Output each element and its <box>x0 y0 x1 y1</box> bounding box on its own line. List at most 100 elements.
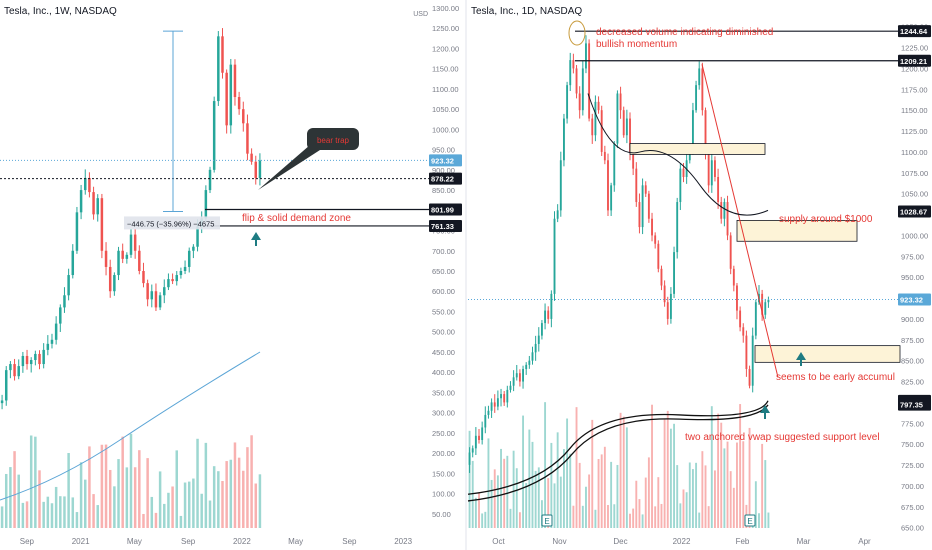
volume-bar <box>250 435 253 528</box>
volume-bar <box>603 446 606 528</box>
volume-bar <box>493 469 496 528</box>
volume-bar <box>660 503 663 528</box>
volume-bar <box>121 436 124 528</box>
time-tick-label: 2021 <box>72 537 90 546</box>
volume-bar <box>208 500 212 528</box>
candle-body <box>512 377 515 386</box>
bear-trap-label: bear trap <box>317 136 350 145</box>
candle-body <box>500 394 502 399</box>
candle-body <box>204 190 208 219</box>
weekly-chart-pane: Tesla, Inc., 1W, NASDAQ USD 50.00 100.00 1… <box>0 4 462 546</box>
price-badge-label: 923.32 <box>431 156 454 165</box>
candle-body <box>682 168 685 177</box>
supply-note: supply around $1000 <box>779 214 873 225</box>
time-tick-label: Sep <box>342 537 357 546</box>
volume-bar <box>167 492 170 528</box>
volume-bar <box>704 465 707 528</box>
volume-bar <box>537 467 540 528</box>
candle-body <box>17 366 20 377</box>
volume-bar <box>679 503 682 528</box>
volume-bar <box>594 509 597 528</box>
volume-bar <box>133 467 137 528</box>
volume-bar <box>490 479 493 528</box>
price-tick-label: 775.00 <box>901 419 924 428</box>
candle-body <box>575 68 578 94</box>
candle-body <box>50 339 54 344</box>
candle-body <box>651 218 653 236</box>
supply-zone <box>736 219 858 242</box>
candle-body <box>666 302 669 319</box>
candle-body <box>540 323 543 336</box>
volume-bar <box>142 513 145 528</box>
volume-bar <box>84 479 87 528</box>
price-badge-label: 801.99 <box>431 206 454 215</box>
moving-average-line <box>0 351 261 501</box>
candle-body <box>171 279 174 282</box>
price-badge-label: 1028.67 <box>900 207 927 216</box>
price-tick-label: 50.00 <box>432 510 451 519</box>
candle-body <box>739 310 742 328</box>
candle-body <box>569 60 572 86</box>
daily-price-axis: 650.00675.00700.00725.00750.00775.00800.… <box>898 23 931 533</box>
candle-body <box>108 266 112 292</box>
candle-body <box>192 246 195 251</box>
volume-bar <box>63 496 66 528</box>
weekly-axis-unit: USD <box>413 11 428 18</box>
candle-body <box>154 291 158 308</box>
anchored-vwap-line-1 <box>467 400 769 495</box>
volume-bar <box>673 423 675 528</box>
candle-body <box>167 279 170 288</box>
candle-body <box>509 385 512 390</box>
volume-bar <box>707 506 710 528</box>
price-tick-label: 1000.00 <box>432 125 459 134</box>
volume-bar <box>496 475 499 528</box>
volume-bar <box>254 483 258 528</box>
volume-bar <box>764 460 767 528</box>
volume-bar <box>75 512 79 528</box>
candle-body <box>212 101 216 170</box>
volume-bar <box>17 474 20 528</box>
candle-body <box>79 190 83 213</box>
volume-bar <box>487 438 490 528</box>
volume-bar <box>540 500 543 528</box>
time-tick-label: Dec <box>613 537 627 546</box>
volume-bar <box>187 481 191 528</box>
price-badge <box>429 219 462 232</box>
volume-bar <box>531 441 534 528</box>
weekly-volume-bars <box>0 433 262 528</box>
candle-body <box>146 283 149 300</box>
candle-body <box>163 287 166 296</box>
candle-body <box>581 68 584 111</box>
candle-body <box>221 36 224 73</box>
price-badge-label: 797.35 <box>900 401 923 410</box>
candle-body <box>657 243 660 269</box>
weekly-annotations: −446.75 (−35.96%) −4675 bear trap flip & s… <box>0 30 430 501</box>
time-tick-label: 2022 <box>673 537 691 546</box>
candle-body <box>487 410 490 415</box>
volume-bar <box>471 460 474 528</box>
demand-zone-label: flip & solid demand zone <box>242 213 351 224</box>
volume-bar <box>42 501 45 528</box>
earnings-marker <box>541 514 553 527</box>
price-tick-label: 300.00 <box>432 409 455 418</box>
volume-bar <box>717 413 720 528</box>
earnings-marker-label: E <box>544 517 549 526</box>
volume-bar <box>96 505 99 528</box>
volume-bar <box>619 412 622 528</box>
volume-bar <box>21 502 25 528</box>
candle-body <box>710 160 713 186</box>
volume-bar <box>138 450 141 528</box>
candle-body <box>742 327 745 336</box>
volume-bar <box>108 469 112 528</box>
candle-body <box>632 151 635 169</box>
price-tick-label: 700.00 <box>432 247 455 256</box>
candle-body <box>588 43 591 119</box>
price-tick-label: 150.00 <box>432 469 455 478</box>
volume-bar <box>212 466 216 528</box>
measure-label: −446.75 (−35.96%) −4675 <box>127 219 214 228</box>
price-badge <box>429 172 462 185</box>
volume-bar <box>647 457 650 528</box>
volume-bar <box>100 444 104 528</box>
volume-bar <box>192 478 195 528</box>
candle-body <box>556 210 559 219</box>
